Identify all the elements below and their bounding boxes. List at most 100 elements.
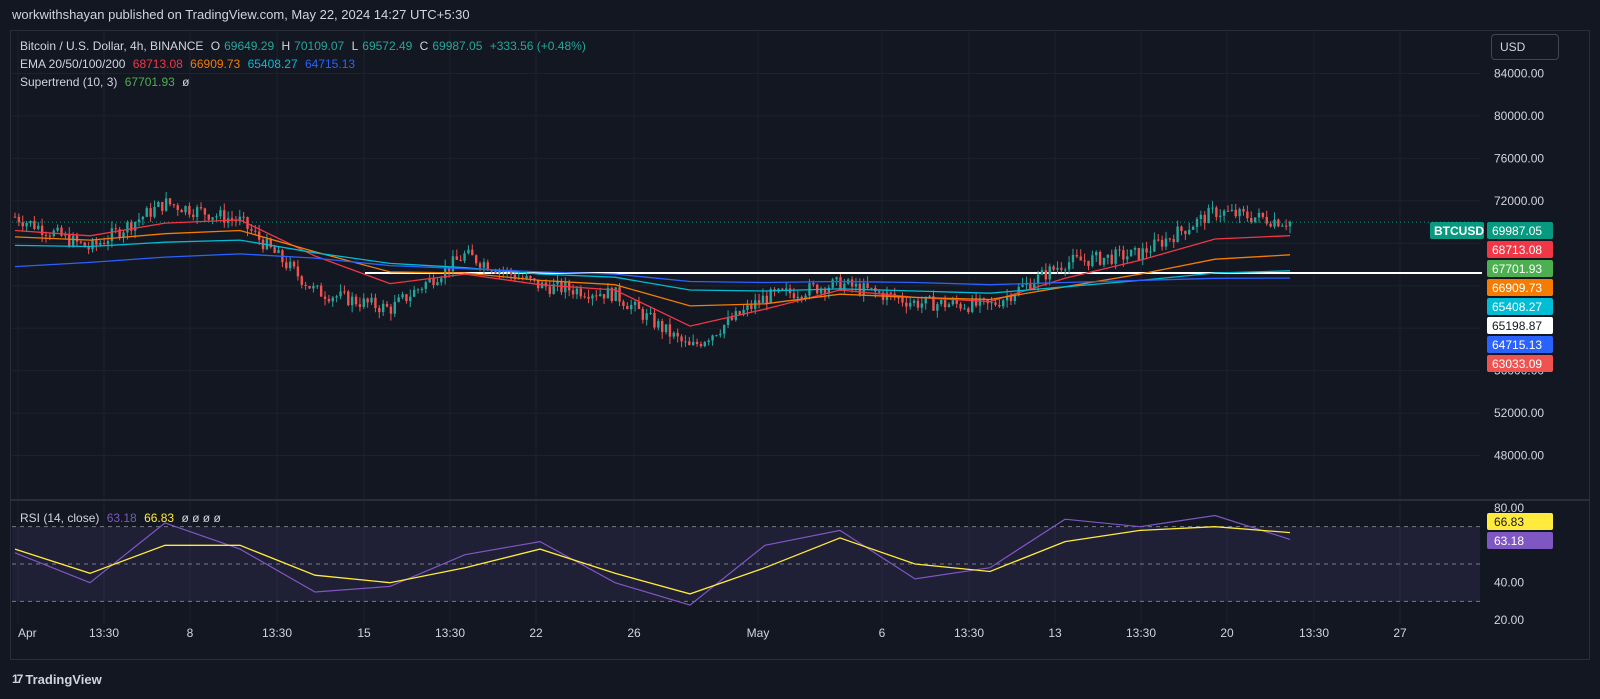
footer-brand[interactable]: 17 TradingView <box>12 660 102 699</box>
candle-body <box>203 208 207 215</box>
price-label-bg <box>1487 222 1553 239</box>
candle-body <box>304 284 307 287</box>
candle-body <box>1110 254 1113 264</box>
candle-body <box>312 285 315 289</box>
candle-body <box>587 296 590 299</box>
candle-body <box>936 304 939 311</box>
candle-body <box>765 295 769 304</box>
price-label-value: 68713.08 <box>1492 243 1542 257</box>
candle-body <box>25 222 28 227</box>
time-axis-tick: 20 <box>1220 626 1234 640</box>
candle-body <box>1273 219 1276 227</box>
candle-body <box>1114 249 1117 264</box>
candle-body <box>401 294 404 298</box>
time-axis-tick: May <box>747 626 770 640</box>
time-axis-tick: 6 <box>879 626 886 640</box>
candle-body <box>823 288 827 294</box>
candle-body <box>676 332 679 337</box>
symbol-legend[interactable]: Bitcoin / U.S. Dollar, 4h, BINANCE O 6964… <box>20 37 590 55</box>
time-axis-tick: 13:30 <box>1299 626 1329 640</box>
ema-line-ema50 <box>14 229 1291 307</box>
candle-body <box>455 256 458 260</box>
candle-body <box>21 222 24 227</box>
candle-body <box>909 302 912 307</box>
candle-body <box>866 283 869 289</box>
candle-body <box>37 225 40 229</box>
candle-body <box>424 282 427 289</box>
candle-body <box>1122 250 1125 260</box>
candle-body <box>967 308 970 313</box>
candle-body <box>1176 226 1179 243</box>
candle-body <box>649 312 652 314</box>
candle-body <box>133 221 137 231</box>
candle-body <box>707 340 710 343</box>
candle-body <box>126 222 129 233</box>
candle-body <box>242 216 245 218</box>
candle-body <box>1091 255 1094 267</box>
candle-body <box>1153 239 1156 252</box>
ohlc-low-label: L <box>351 39 359 53</box>
ohlc-close-label: C <box>419 39 429 53</box>
price-label-value: 65408.27 <box>1492 300 1542 314</box>
price-label-symbol-bg <box>1430 222 1484 239</box>
price-label-bg <box>1487 355 1553 372</box>
candle-body <box>75 235 79 242</box>
candle-body <box>897 297 900 299</box>
candle-body <box>184 206 187 213</box>
candle-body <box>83 242 86 248</box>
rsi-ma-line <box>14 526 1291 595</box>
candle-body <box>1215 207 1218 217</box>
candle-body <box>1288 221 1292 227</box>
candle-body <box>296 266 300 277</box>
candle-body <box>79 241 83 243</box>
candle-body <box>265 238 269 250</box>
candle-body <box>1036 274 1040 284</box>
candle-body <box>366 298 369 303</box>
ema-legend[interactable]: EMA 20/50/100/200 68713.08 66909.73 6540… <box>20 55 359 73</box>
candle-body <box>715 335 718 337</box>
candle-body <box>1044 270 1048 280</box>
candle-body <box>416 289 420 291</box>
candle-body <box>943 300 947 308</box>
candle-body <box>114 228 117 230</box>
ema100-value: 65408.27 <box>247 57 298 71</box>
candle-body <box>137 219 141 222</box>
ohlc-open-value: 69649.29 <box>224 39 275 53</box>
candle-body <box>691 341 695 346</box>
supertrend-legend[interactable]: Supertrend (10, 3) 67701.93 ø <box>20 73 193 91</box>
time-axis-tick: 13:30 <box>262 626 292 640</box>
candle-body <box>951 300 955 305</box>
time-axis-tick: 13:30 <box>1126 626 1156 640</box>
candle-body <box>420 288 424 290</box>
candle-body <box>746 305 749 310</box>
candle-body <box>44 234 48 236</box>
candle-body <box>513 274 517 280</box>
candle-body <box>1168 238 1172 240</box>
candle-body <box>660 321 664 332</box>
candle-body <box>199 207 203 209</box>
currency-button[interactable]: USD <box>1491 34 1559 60</box>
candle-body <box>335 296 338 298</box>
candle-body <box>583 296 586 298</box>
candle-body <box>548 286 552 295</box>
candle-body <box>971 298 974 313</box>
candle-body <box>192 214 195 218</box>
rsi-label-value: 63.18 <box>1494 534 1524 548</box>
publish-line: workwithshayan published on TradingView.… <box>12 7 470 22</box>
candle-body <box>1149 251 1152 253</box>
time-axis-tick: 8 <box>187 626 194 640</box>
candle-body <box>850 279 854 287</box>
candle-body <box>1253 217 1257 223</box>
supertrend-extra: ø <box>182 75 190 89</box>
candle-body <box>350 296 354 306</box>
candle-body <box>722 324 726 334</box>
candle-body <box>254 230 257 232</box>
rsi-legend[interactable]: RSI (14, close) 63.18 66.83 ø ø ø ø <box>20 509 225 527</box>
candle-body <box>1284 225 1288 227</box>
ohlc-low-value: 69572.49 <box>362 39 413 53</box>
candle-body <box>1238 208 1241 217</box>
candle-body <box>385 303 389 307</box>
candle-body <box>482 262 486 268</box>
candle-body <box>230 218 234 220</box>
